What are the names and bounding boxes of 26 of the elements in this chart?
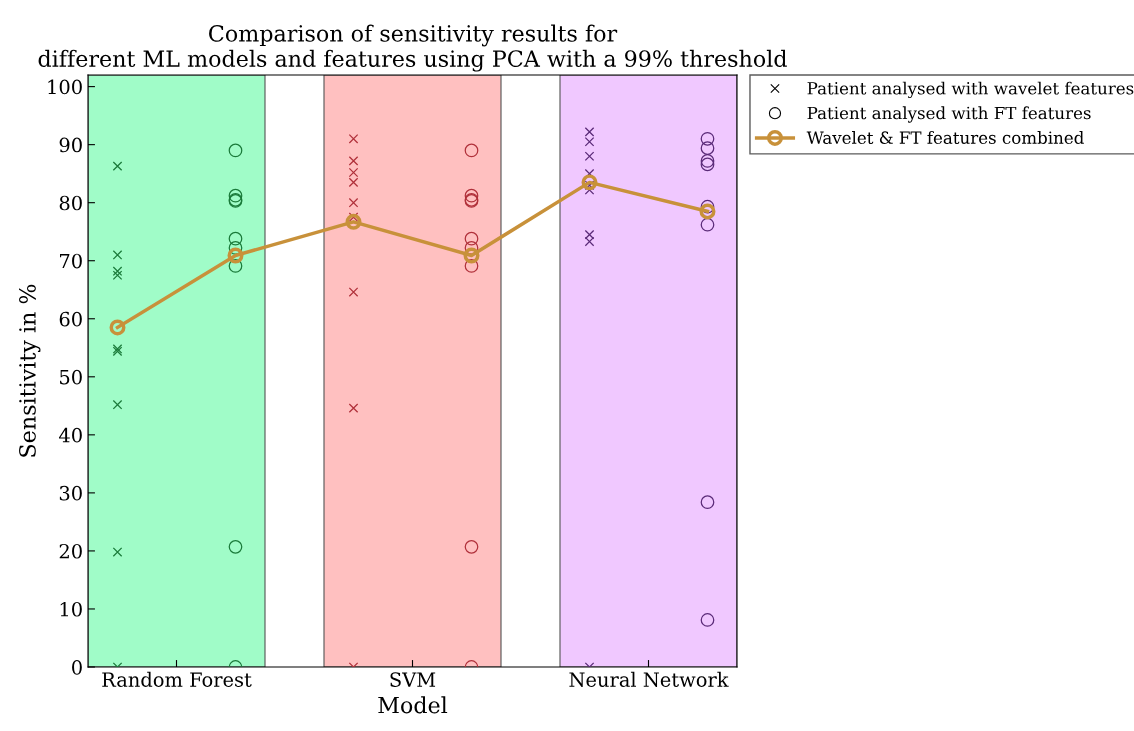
- x-axis-title: Model: [378, 696, 448, 714]
- y-tick-label: 60: [59, 311, 82, 327]
- x-tick-label: Random Forest: [102, 671, 252, 687]
- y-tick-label: 100: [48, 79, 82, 95]
- text: Patient analysed with FT features: [807, 106, 1091, 123]
- y-tick-label: 50: [60, 369, 82, 385]
- x-tick-label: Neural Network: [569, 671, 729, 687]
- y-tick-label: 20: [59, 543, 82, 559]
- y-tick-label: 80: [59, 195, 82, 211]
- point: [109, 319, 126, 336]
- y-tick-label: 0: [72, 659, 82, 675]
- point: [463, 247, 480, 264]
- point: [699, 203, 716, 220]
- point: [345, 213, 362, 230]
- y-axis-title: Sensitivity in %: [19, 284, 41, 457]
- y-tick-label: 40: [58, 427, 82, 443]
- y-tick-label: 30: [59, 485, 82, 501]
- point: [581, 174, 598, 191]
- chart-title: Comparison of sensitivity results for different ML models and features using PCA with a 99% threshold: [38, 24, 787, 72]
- legend-label: Wavelet & FT features combined: [806, 131, 1084, 144]
- x-tick-label: SVM: [390, 672, 436, 687]
- point: [227, 247, 244, 264]
- y-tick-label: 90: [59, 137, 82, 153]
- y-tick-label: 10: [60, 601, 82, 617]
- y-tick-label: 70: [60, 253, 82, 269]
- text: Patient analysed with wavelet features: [807, 81, 1134, 99]
